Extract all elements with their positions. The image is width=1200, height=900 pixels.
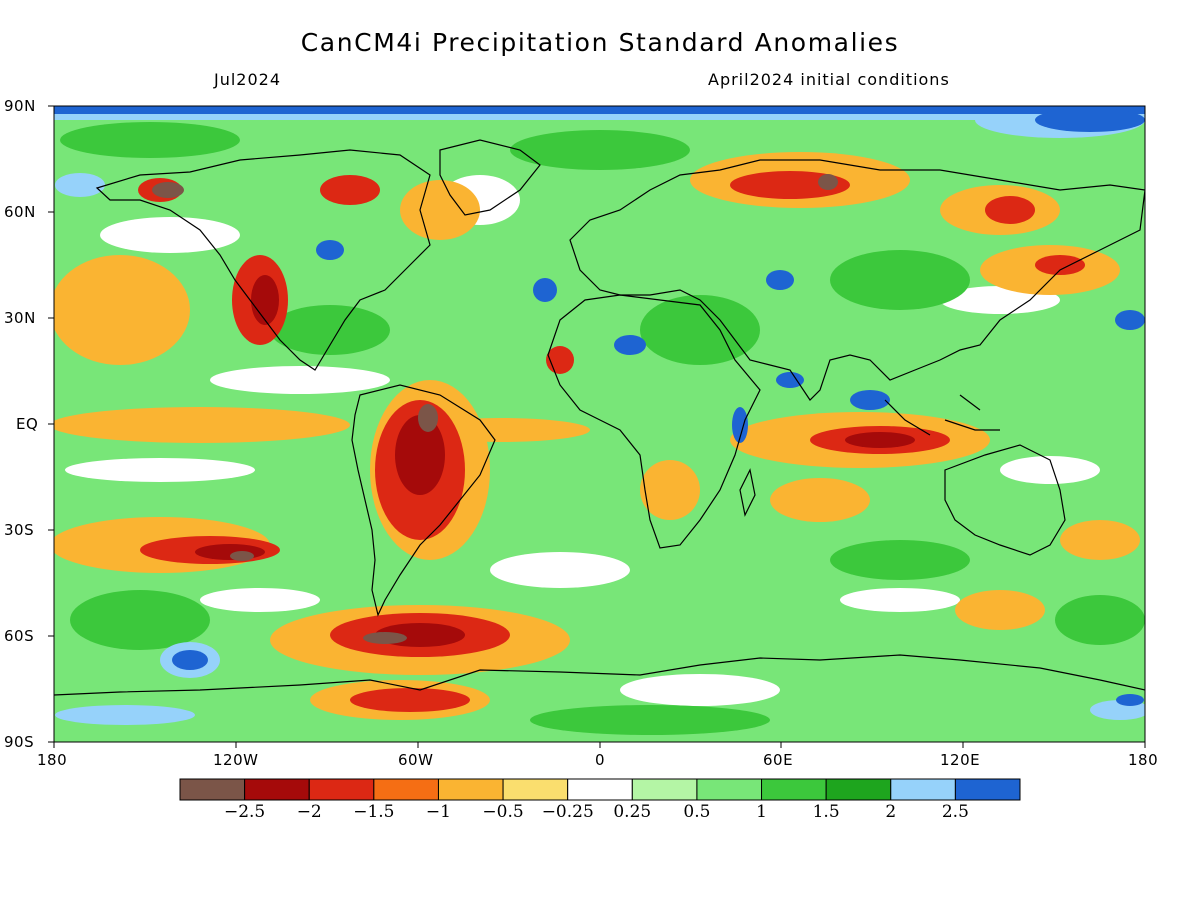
color-scale-label: −1.5 [353,802,395,822]
lon-label-180e: 180 [1128,751,1159,769]
color-scale-swatch [761,778,827,801]
color-scale-swatch [631,778,698,801]
color-scale-label: −2.5 [223,802,266,822]
color-scale-swatch [179,778,246,801]
valid-month-label: Jul2024 [214,70,282,89]
color-scale-label: 2.5 [941,802,969,822]
color-scale-swatch [825,778,892,801]
lon-label-60w: 60W [398,751,434,769]
color-scale-label: 0.5 [683,802,711,822]
color-scale-label: −0.5 [482,802,524,822]
color-scale-swatch [308,778,375,801]
color-scale-swatch [696,778,763,801]
color-scale-label: −0.25 [541,802,594,822]
color-scale-label: −2 [296,802,322,822]
color-scale-swatch [567,778,633,801]
lon-label-120w: 120W [213,751,259,769]
lon-label-120e: 120E [940,751,981,769]
color-scale-swatch [373,778,439,801]
color-scale-swatch [954,778,1021,801]
color-scale-swatch [502,778,569,801]
lat-label-60s: 60S [4,627,35,645]
lon-label-0: 0 [595,751,606,769]
lat-label-eq: EQ [16,415,39,433]
map-title: CanCM4i Precipitation Standard Anomalies [300,28,900,57]
color-scale-swatch [437,778,504,801]
lon-label-180w: 180 [37,751,68,769]
lat-label-30s: 30S [4,521,35,539]
initial-conditions-label: April2024 initial conditions [708,70,950,89]
color-scale-label: 0.25 [613,802,652,822]
color-scale-bar [179,778,1021,801]
color-scale-swatch [244,778,310,801]
color-scale-label: 1 [756,802,767,822]
lat-label-90n: 90N [4,97,36,115]
lon-label-60e: 60E [763,751,794,769]
lat-label-90s: 90S [4,733,35,751]
lat-label-30n: 30N [4,309,36,327]
color-scale-label: 2 [885,802,897,822]
lat-label-60n: 60N [4,203,36,221]
color-scale-swatch [890,778,956,801]
color-scale-label: 1.5 [812,802,840,822]
color-scale-label: −1 [425,802,451,822]
